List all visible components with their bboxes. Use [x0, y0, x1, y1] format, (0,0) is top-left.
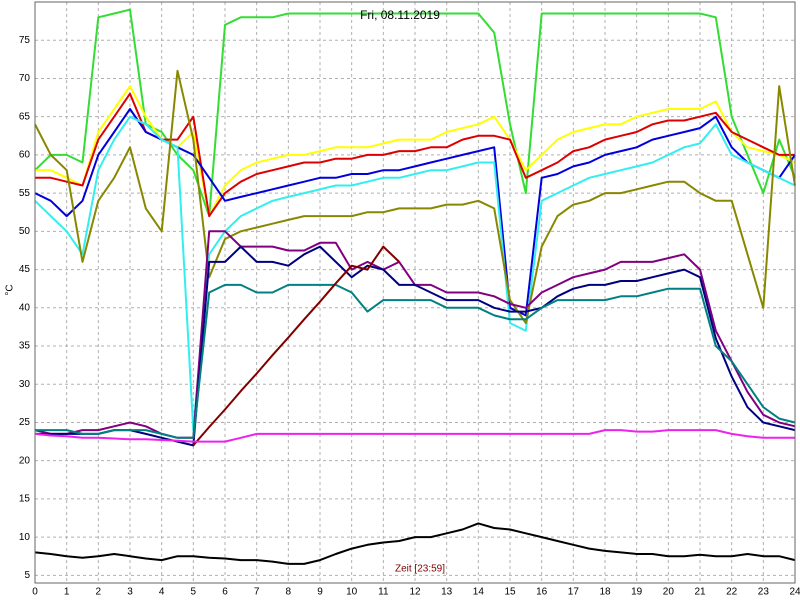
y-tick-label: 45 — [19, 264, 31, 275]
x-tick-label: 6 — [222, 587, 228, 598]
line-series — [34, 115, 796, 432]
x-tick-label: 8 — [286, 587, 292, 598]
x-tick-label: 17 — [568, 587, 580, 598]
y-tick-label: 30 — [19, 379, 31, 390]
x-tick-label: 19 — [631, 587, 643, 598]
line-series — [34, 69, 796, 325]
y-tick-label: 65 — [19, 111, 31, 122]
y-axis-label: °C — [5, 284, 16, 295]
x-tick-label: 9 — [317, 587, 323, 598]
x-tick-label: 12 — [409, 587, 421, 598]
x-tick-label: 14 — [473, 587, 485, 598]
line-series — [34, 8, 796, 218]
x-tick-label: 10 — [346, 587, 358, 598]
line-series — [34, 522, 796, 565]
x-axis-label: Zeit [23:59] — [395, 564, 445, 575]
plot-frame — [34, 1, 796, 584]
x-tick-label: 13 — [441, 587, 453, 598]
chart-title: Fri, 08.11.2019 — [360, 8, 440, 22]
x-tick-label: 16 — [536, 587, 548, 598]
x-tick-label: 2 — [96, 587, 102, 598]
y-tick-label: 55 — [19, 188, 31, 199]
lines — [34, 8, 796, 565]
x-tick-label: 21 — [694, 587, 706, 598]
x-tick-label: 0 — [32, 587, 38, 598]
line-series — [34, 429, 795, 443]
y-tick-label: 75 — [19, 35, 31, 46]
x-tick-label: 23 — [758, 587, 770, 598]
x-tick-label: 4 — [159, 587, 165, 598]
y-tick-label: 35 — [19, 341, 31, 352]
x-tick-label: 24 — [789, 587, 800, 598]
x-tick-label: 1 — [64, 587, 70, 598]
x-tick-label: 7 — [254, 587, 260, 598]
x-tick-label: 3 — [127, 587, 133, 598]
x-tick-label: 18 — [599, 587, 611, 598]
x-tick-label: 22 — [726, 587, 738, 598]
line-series — [192, 245, 400, 447]
y-tick-label: 60 — [19, 150, 31, 161]
y-tick-label: 25 — [19, 417, 31, 428]
y-tick-label: 50 — [19, 226, 31, 237]
x-tick-label: 11 — [378, 587, 389, 598]
y-tick-label: 5 — [24, 570, 30, 581]
y-tick-label: 40 — [19, 302, 31, 313]
y-tick-label: 10 — [19, 532, 31, 543]
x-tick-label: 5 — [191, 587, 197, 598]
x-tick-label: 20 — [663, 587, 675, 598]
x-tick-label: 15 — [504, 587, 516, 598]
line-series — [35, 245, 796, 447]
y-tick-label: 70 — [19, 73, 31, 84]
y-tick-label: 15 — [19, 494, 31, 505]
line-series — [35, 283, 796, 439]
y-tick-label: 20 — [19, 455, 31, 466]
